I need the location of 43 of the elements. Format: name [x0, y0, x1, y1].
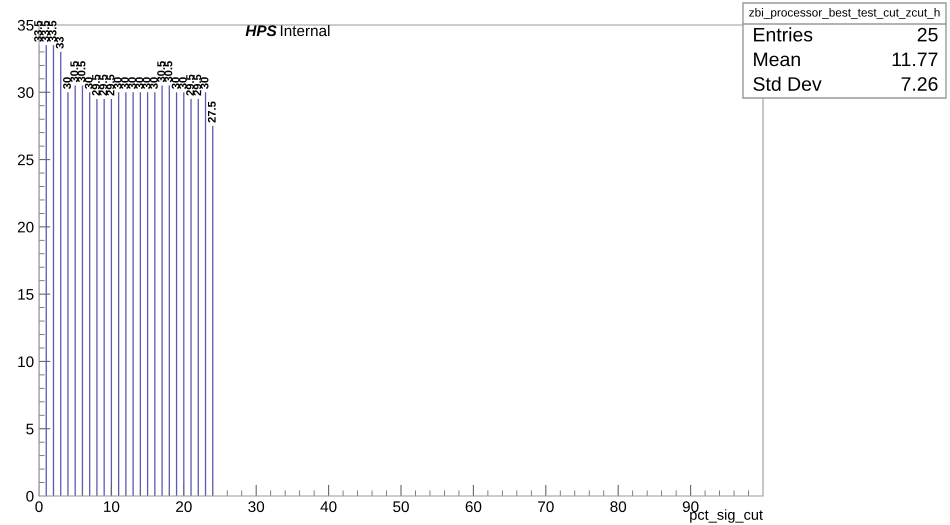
y-tick-label: 10 [18, 356, 34, 368]
data-label: 30 [63, 77, 71, 89]
data-label: 30 [172, 77, 180, 89]
x-tick-label: 70 [538, 501, 554, 512]
y-tick-label: 0 [26, 490, 34, 502]
data-label: 30 [142, 77, 151, 89]
data-label: 30 [178, 77, 187, 89]
text: Std Dev 7.26 [753, 76, 938, 91]
data-label: 29.5 [186, 74, 194, 96]
x-tick-label: 0 [35, 501, 43, 512]
x-tick-label: 50 [393, 501, 409, 512]
y-tick-label: 5 [26, 424, 34, 434]
data-label: 30.5 [157, 61, 166, 82]
data-label: 27.5 [208, 102, 216, 122]
text: Entries 25 [754, 27, 938, 42]
data-label: 30.5 [78, 61, 86, 82]
text: zbi_processor_best_test_cut_zcut_h [749, 8, 940, 19]
data-label: 29.5 [106, 74, 114, 96]
text: Mean 11.77 [754, 52, 938, 66]
data-label: 30.5 [70, 61, 78, 82]
data-label: 29.5 [99, 74, 108, 96]
data-label: 33.5 [34, 20, 42, 42]
x-tick-label: 60 [466, 501, 482, 512]
x-tick-label: 80 [610, 501, 626, 512]
x-tick-label: 30 [248, 501, 264, 512]
data-label: 30 [150, 77, 158, 89]
data-label: 30 [200, 77, 209, 89]
x-tick-label: 20 [176, 501, 192, 512]
data-label: 30 [84, 77, 93, 89]
x-tick-label: 10 [104, 501, 120, 512]
data-label: 29.5 [193, 74, 202, 96]
y-tick-label: 25 [18, 154, 34, 166]
annotation: HPS Internal [246, 24, 330, 36]
y-tick-label: 35 [18, 20, 34, 31]
data-label: 30.5 [164, 61, 172, 82]
y-tick-label: 15 [18, 289, 34, 300]
data-label: 33.5 [41, 20, 50, 42]
data-label: 33 [56, 36, 64, 49]
data-label: 30 [128, 77, 136, 89]
data-label: 30 [114, 77, 122, 89]
y-tick-label: 30 [18, 87, 34, 98]
y-tick-label: 20 [18, 222, 34, 233]
x-tick-label: 40 [320, 501, 336, 512]
